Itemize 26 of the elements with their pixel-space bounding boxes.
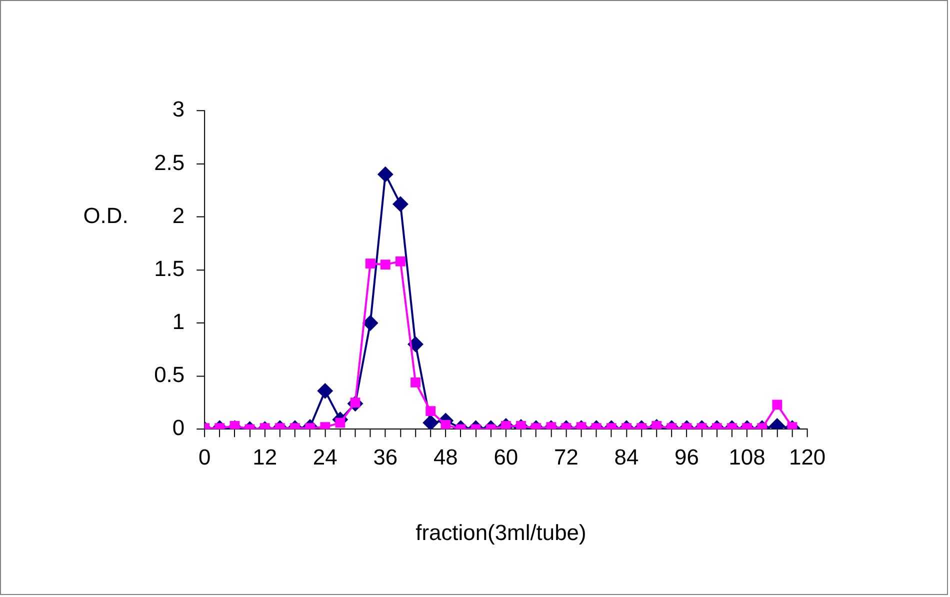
- x-tick-label: 84: [614, 444, 639, 470]
- point: [380, 260, 390, 270]
- y-tick-label: 1.5: [154, 256, 185, 281]
- x-tick-label: 48: [433, 444, 458, 470]
- x-tick-label: 60: [494, 444, 518, 470]
- point: [365, 258, 376, 268]
- y-tick-label: 0: [172, 415, 185, 440]
- y-axis-title: O.D.: [83, 202, 128, 228]
- x-tick-label: 0: [198, 444, 211, 470]
- y-tick-label: 2: [172, 202, 185, 228]
- point: [392, 196, 408, 212]
- x-tick-label: 96: [674, 444, 699, 470]
- x-tick-label: 120: [788, 444, 826, 470]
- point: [362, 315, 378, 331]
- point: [377, 166, 394, 182]
- y-tick-label: 0.5: [154, 362, 185, 388]
- x-tick-label: 108: [728, 444, 766, 470]
- x-axis-title: fraction(3ml/tube): [416, 520, 586, 546]
- point: [396, 256, 406, 266]
- y-tick-label: 3: [172, 96, 185, 122]
- x-tick-label: 12: [252, 444, 278, 470]
- y-tick-label: 1: [172, 309, 185, 334]
- x-tick-label: 72: [554, 444, 578, 470]
- y-tick-label: 2.5: [154, 150, 185, 175]
- x-tick-label: 36: [373, 444, 398, 470]
- x-tick-label: 24: [312, 444, 338, 470]
